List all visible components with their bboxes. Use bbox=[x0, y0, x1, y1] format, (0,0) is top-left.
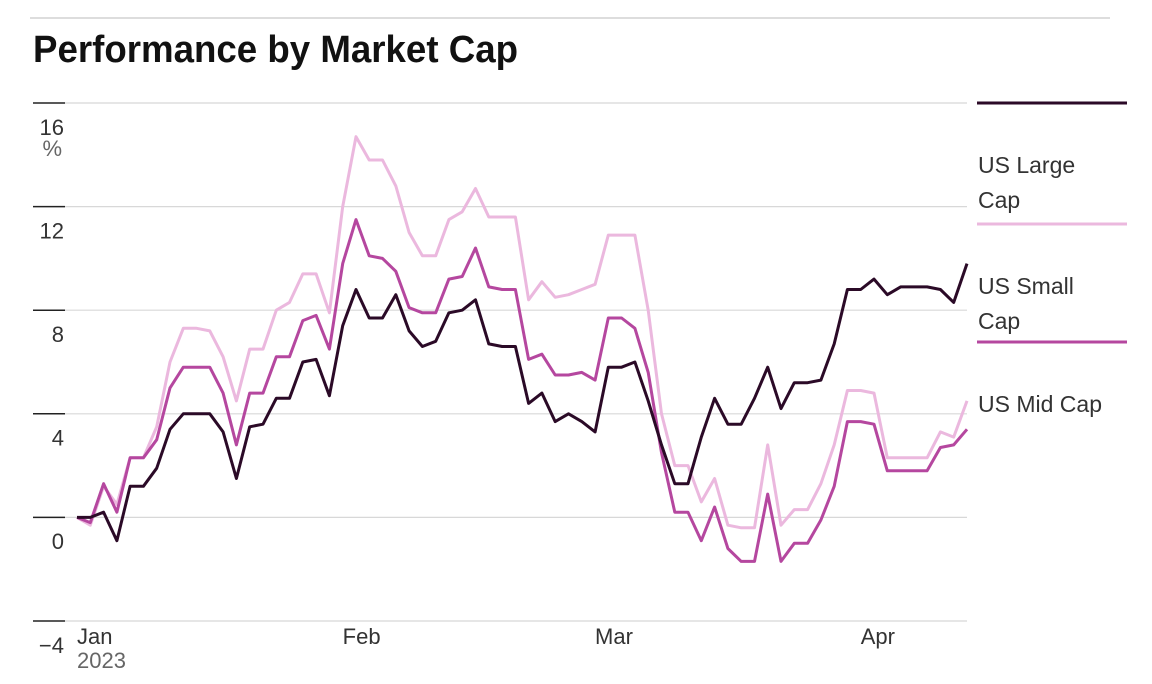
x-tick-label: Apr bbox=[861, 624, 895, 649]
x-tick-label: Jan bbox=[77, 624, 112, 649]
y-tick-label: 16 bbox=[40, 115, 64, 140]
y-tick-label: 4 bbox=[52, 426, 64, 451]
y-unit: % bbox=[42, 136, 62, 161]
series-line bbox=[76, 135, 969, 530]
x-tick-label: Mar bbox=[595, 624, 633, 649]
x-tick-label: Feb bbox=[343, 624, 381, 649]
legend-label: US Small Cap bbox=[978, 273, 1074, 334]
y-tick-label: −4 bbox=[39, 633, 64, 658]
y-tick-label: 12 bbox=[40, 218, 64, 243]
series-line bbox=[76, 218, 969, 563]
chart-title: Performance by Market Cap bbox=[33, 29, 518, 71]
series-line bbox=[77, 263, 969, 543]
y-tick-label: 8 bbox=[52, 322, 64, 347]
x-year: 2023 bbox=[77, 648, 126, 673]
legend-label: US Large Cap bbox=[978, 152, 1076, 213]
y-tick-label: 0 bbox=[52, 529, 64, 554]
legend-label: US Mid Cap bbox=[978, 391, 1102, 417]
